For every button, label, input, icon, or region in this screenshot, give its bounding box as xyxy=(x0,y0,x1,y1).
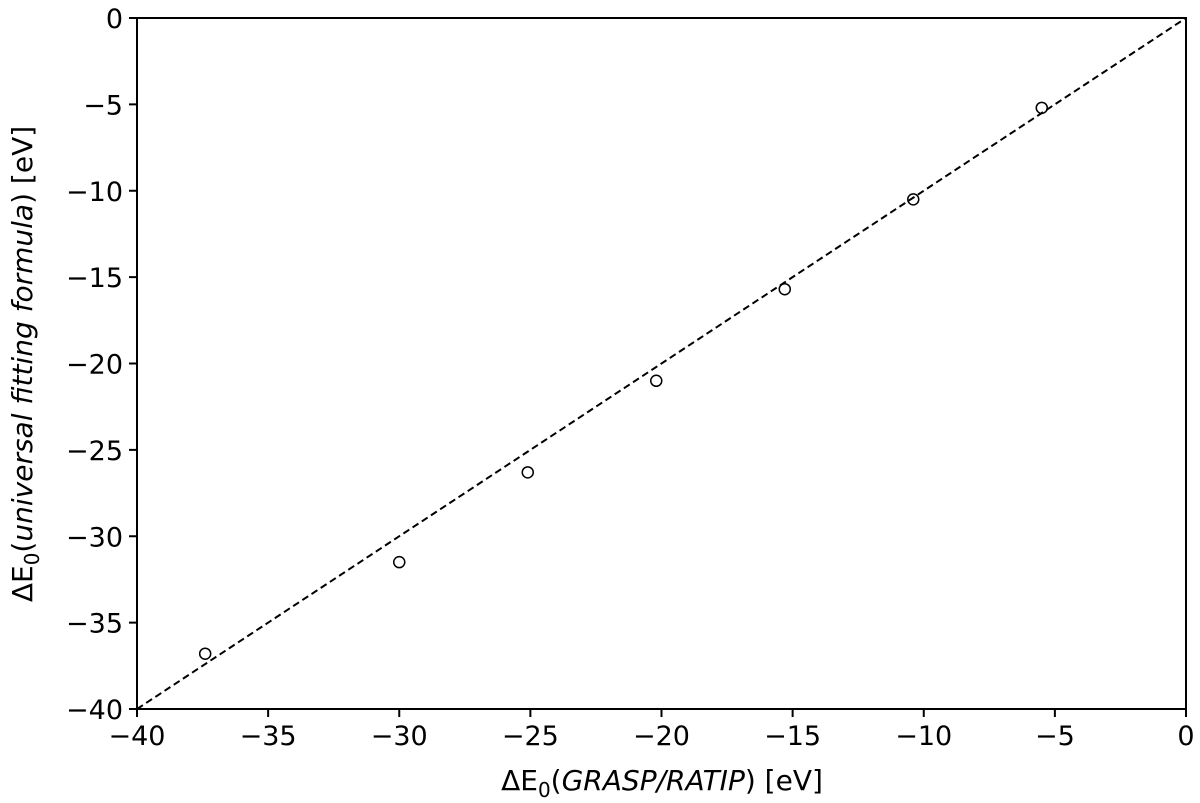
data-points-layer xyxy=(198,101,1049,660)
y-tick-label: −30 xyxy=(66,522,123,553)
ticks-layer: −40 −35 −30 −25 −20 −15 −10 −5 0 −40 −35 −30 −25 −20 −… xyxy=(66,4,1195,752)
x-tick-label: −15 xyxy=(764,721,821,752)
x-tick-label: −35 xyxy=(240,721,297,752)
y-tick-label: −20 xyxy=(66,350,123,381)
x-tick-label: −25 xyxy=(502,721,559,752)
data-point xyxy=(650,374,663,388)
y-tick-label: −40 xyxy=(66,695,123,726)
y-tick-label: −25 xyxy=(66,436,123,467)
data-point xyxy=(778,282,792,296)
y-axis-label: ΔE0(universal fitting formula) [eV] xyxy=(6,126,44,602)
reference-line xyxy=(136,17,1187,710)
data-point xyxy=(393,555,406,569)
x-tick-label: −10 xyxy=(895,721,952,752)
x-tick-label: 0 xyxy=(1177,721,1194,752)
reference-line-layer xyxy=(136,17,1187,710)
x-tick-label: −20 xyxy=(633,721,690,752)
data-point xyxy=(198,647,212,660)
data-point xyxy=(521,466,535,479)
y-tick-label: −5 xyxy=(83,90,123,121)
data-point xyxy=(907,193,920,206)
x-axis-label: ΔE0(GRASP/RATIP) [eV] xyxy=(501,764,823,802)
x-tick-label: −5 xyxy=(1035,721,1075,752)
y-tick-label: −10 xyxy=(66,177,123,208)
x-tick-label: −40 xyxy=(109,721,166,752)
y-tick-label: 0 xyxy=(106,4,123,35)
data-point xyxy=(1035,101,1049,115)
x-tick-label: −30 xyxy=(371,721,428,752)
y-tick-label: −15 xyxy=(66,263,123,294)
y-tick-label: −35 xyxy=(66,609,123,640)
